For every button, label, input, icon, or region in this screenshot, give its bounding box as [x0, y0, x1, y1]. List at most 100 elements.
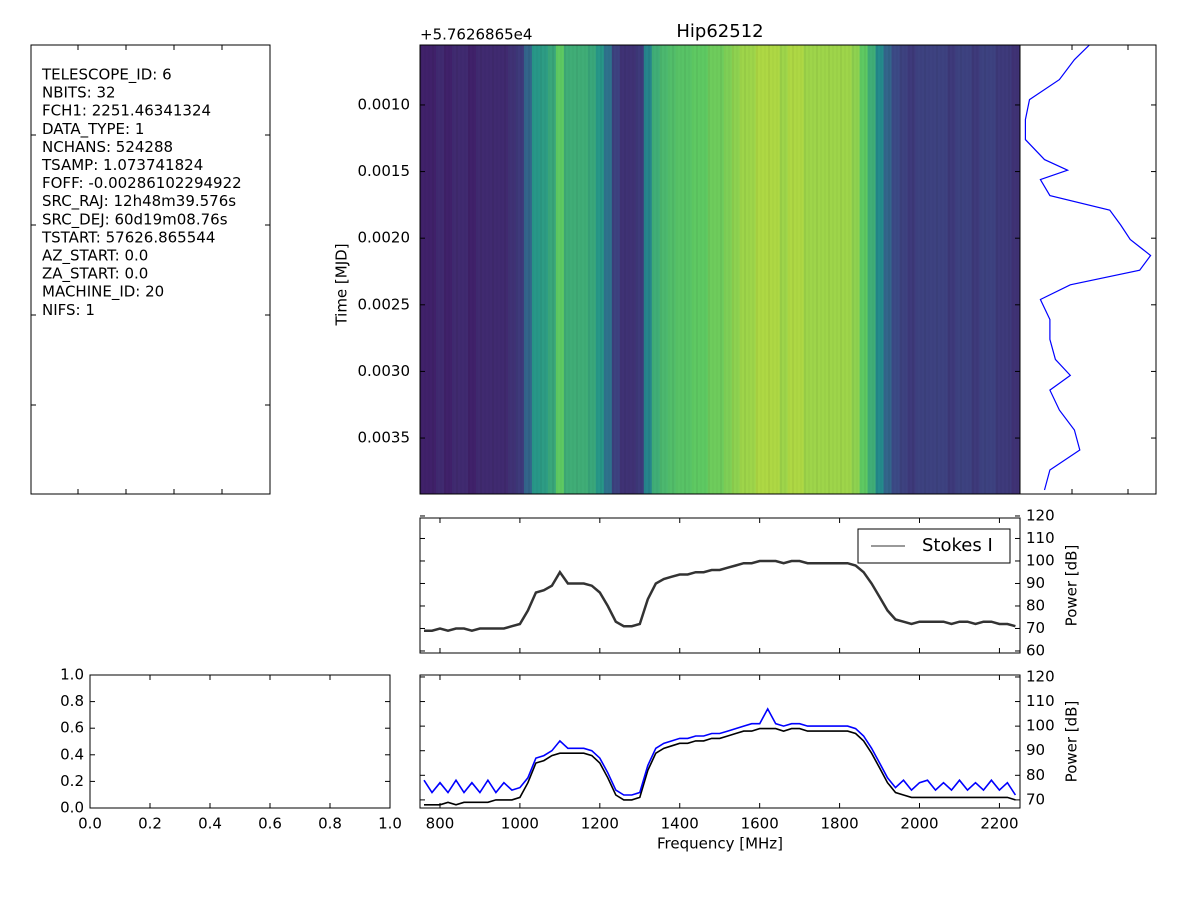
y-tick-label: 0.0015: [358, 162, 411, 180]
x-axis-label: Frequency [MHz]: [657, 835, 783, 853]
waterfall-column: [595, 45, 605, 494]
time-series-line: [1024, 45, 1152, 491]
waterfall-column: [475, 45, 485, 494]
legend-label: Stokes I: [922, 535, 993, 556]
waterfall-column: [731, 45, 741, 494]
y2-tick-label: 60: [1026, 641, 1045, 659]
header-frame: [30, 44, 271, 495]
x-tick-label: 1400: [661, 815, 699, 833]
waterfall-column: [435, 45, 445, 494]
waterfall-column: [467, 45, 477, 494]
x-tick-label: 0.0: [78, 815, 102, 833]
offset-label: +5.7626865e4: [420, 26, 532, 44]
axes-frame: [1019, 44, 1157, 495]
y2-tick-label: 80: [1026, 596, 1045, 614]
header-line: SRC_RAJ: 12h48m39.576s: [42, 192, 236, 211]
waterfall-column: [883, 45, 893, 494]
waterfall-column: [763, 45, 773, 494]
waterfall-column: [875, 45, 885, 494]
waterfall-column: [587, 45, 597, 494]
waterfall-column: [715, 45, 725, 494]
waterfall-column: [547, 45, 557, 494]
waterfall-column: [819, 45, 829, 494]
waterfall-column: [555, 45, 565, 494]
waterfall-column: [459, 45, 469, 494]
waterfall-column: [483, 45, 493, 494]
y-tick-label: 0.0030: [358, 362, 411, 380]
waterfall-column: [515, 45, 525, 494]
waterfall-column: [635, 45, 645, 494]
waterfall-column: [779, 45, 789, 494]
waterfall-column: [811, 45, 821, 494]
y2-tick-label: 90: [1026, 741, 1045, 759]
header-line: AZ_START: 0.0: [42, 247, 148, 266]
y2-tick-label: 80: [1026, 766, 1045, 784]
x-tick-label: 1.0: [378, 815, 402, 833]
waterfall-column: [523, 45, 533, 494]
waterfall-column: [803, 45, 813, 494]
waterfall-column: [683, 45, 693, 494]
waterfall-column: [987, 45, 996, 494]
header-line: FOFF: -0.00286102294922: [42, 174, 242, 192]
y2-tick-label: 100: [1026, 717, 1055, 735]
y-tick-label: 1.0: [60, 666, 84, 684]
y-tick-label: 0.0010: [358, 95, 411, 113]
waterfall-column: [827, 45, 837, 494]
y-tick-label: 0.0: [60, 799, 84, 817]
axes-frame: [419, 674, 1021, 809]
waterfall-column: [420, 45, 429, 494]
waterfall-column: [643, 45, 653, 494]
waterfall-column: [427, 45, 437, 494]
waterfall-column: [947, 45, 956, 494]
y-tick-label: 0.0020: [358, 229, 411, 247]
y2-tick-label: 110: [1026, 692, 1055, 710]
waterfall-column: [739, 45, 749, 494]
header-line: SRC_DEJ: 60d19m08.76s: [42, 210, 228, 229]
x-tick-label: 0.8: [318, 815, 342, 833]
waterfall-column: [867, 45, 877, 494]
waterfall-column: [907, 45, 917, 494]
header-line: ZA_START: 0.0: [42, 265, 148, 284]
x-tick-label: 1200: [581, 815, 619, 833]
header-line: MACHINE_ID: 20: [42, 283, 164, 302]
y2-tick-label: 70: [1026, 619, 1045, 637]
waterfall-column: [451, 45, 461, 494]
waterfall-column: [651, 45, 661, 494]
waterfall-column: [971, 45, 980, 494]
waterfall-column: [747, 45, 757, 494]
legend-box: [857, 528, 1011, 564]
waterfall-column: [939, 45, 948, 494]
waterfall-column: [835, 45, 845, 494]
waterfall-column: [611, 45, 621, 494]
x-tick-label: 0.4: [198, 815, 222, 833]
waterfall-column: [619, 45, 629, 494]
plot-area: [424, 559, 1016, 632]
waterfall-column: [667, 45, 677, 494]
y-tick-label: 0.2: [60, 772, 84, 790]
header-line: TSTART: 57626.865544: [41, 228, 215, 246]
spectrum-line: [423, 707, 1017, 796]
x-tick-label: 0.6: [258, 815, 282, 833]
header-line: TELESCOPE_ID: 6: [41, 66, 172, 85]
waterfall-column: [707, 45, 717, 494]
spectrum-line: [424, 727, 1016, 806]
y-axis-label: Power [dB]: [1063, 545, 1081, 627]
waterfall-column: [1011, 45, 1020, 494]
axes-frame: [89, 674, 391, 809]
waterfall-column: [579, 45, 589, 494]
header-line: NIFS: 1: [42, 301, 95, 319]
y-axis-label: Power [dB]: [1063, 701, 1081, 783]
waterfall-column: [443, 45, 453, 494]
waterfall-column: [787, 45, 797, 494]
waterfall-column: [891, 45, 901, 494]
waterfall-column: [923, 45, 933, 494]
waterfall-column: [531, 45, 541, 494]
header-line: DATA_TYPE: 1: [42, 120, 144, 139]
y2-tick-label: 120: [1026, 506, 1055, 524]
chart-title: Hip62512: [676, 21, 763, 42]
waterfall-column: [691, 45, 701, 494]
y2-tick-label: 110: [1026, 529, 1055, 547]
y2-tick-label: 120: [1026, 667, 1055, 685]
y2-tick-label: 100: [1026, 551, 1055, 569]
waterfall-column: [955, 45, 964, 494]
